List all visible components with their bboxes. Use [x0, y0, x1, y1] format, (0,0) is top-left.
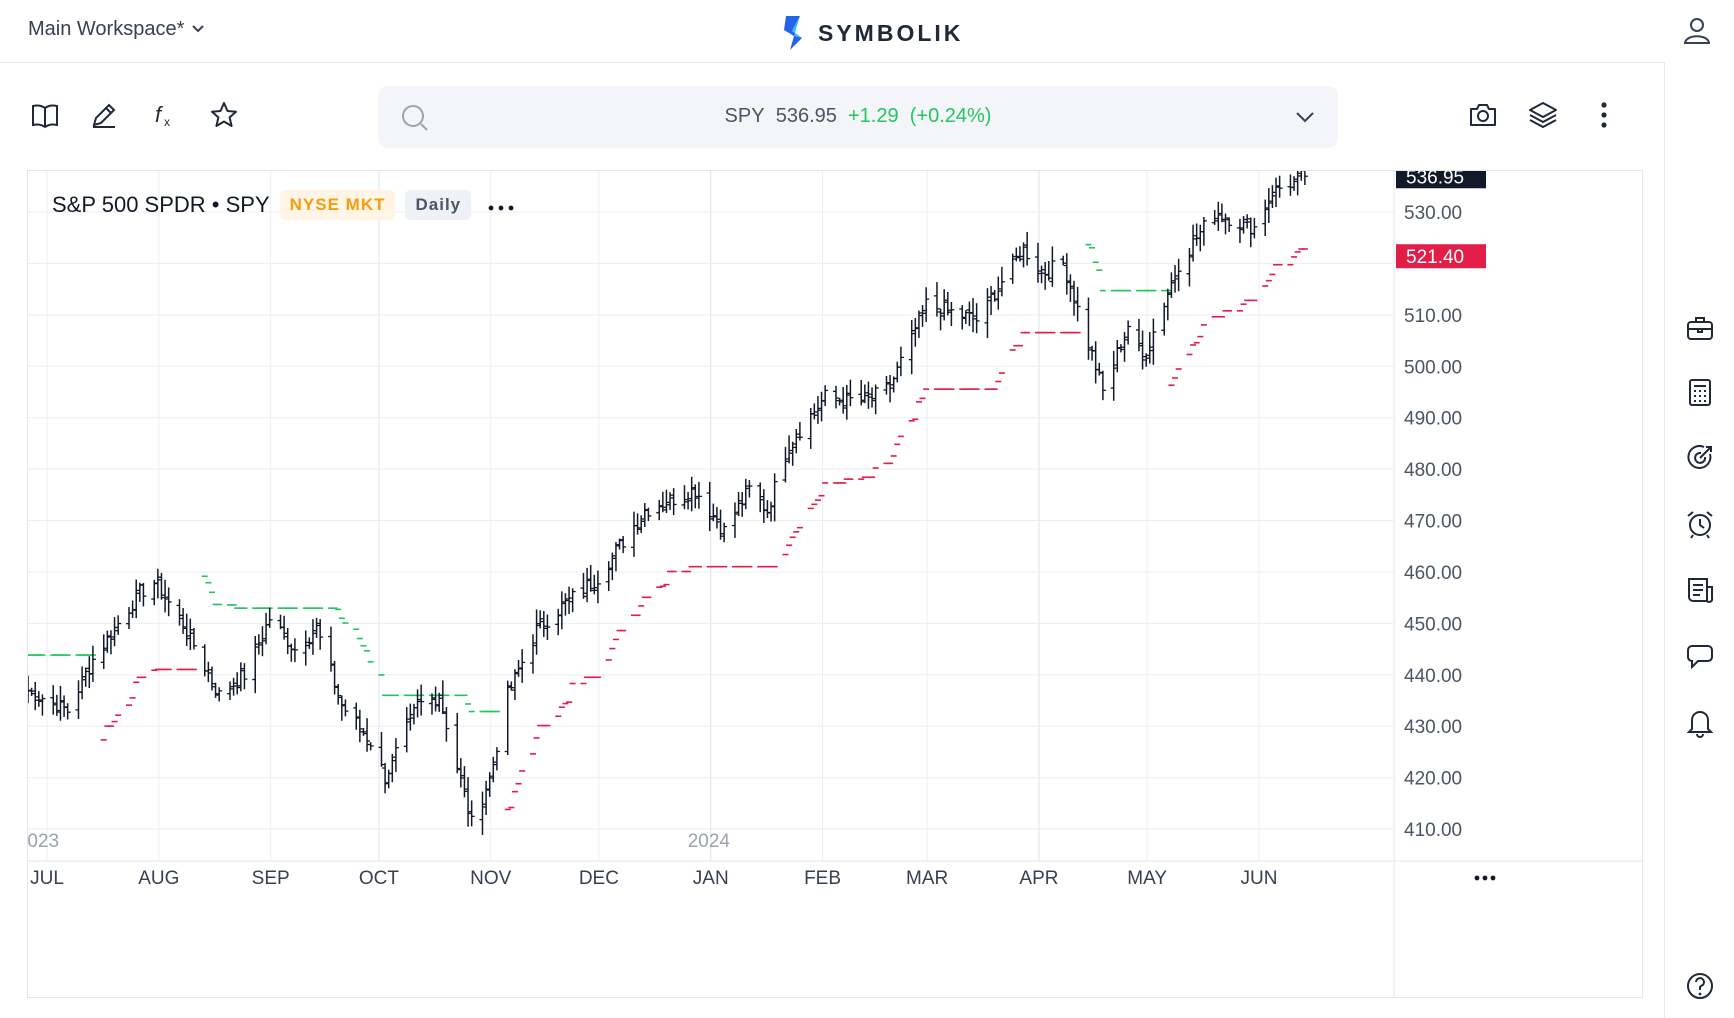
calculator-icon[interactable]: [1684, 376, 1716, 408]
axis-more-icon: [1482, 875, 1488, 881]
last-price-label: 536.95: [1406, 171, 1464, 188]
quote-summary: SPY 536.95 +1.29 (+0.24%): [378, 105, 1338, 128]
x-tick-label: MAY: [1127, 868, 1167, 889]
y-tick-label: 510.00: [1404, 306, 1462, 327]
svg-text:x: x: [164, 115, 170, 129]
search-icon: [400, 103, 430, 138]
x-tick-label: JUL: [30, 868, 64, 889]
alarm-clock-icon[interactable]: [1684, 508, 1716, 540]
x-tick-label: DEC: [579, 868, 619, 889]
quote-change: +1.29: [848, 105, 899, 127]
x-tick-label: AUG: [138, 868, 179, 889]
y-tick-label: 460.00: [1404, 563, 1462, 584]
y-tick-label: 430.00: [1404, 717, 1462, 738]
x-tick-label: FEB: [804, 868, 841, 889]
legend-more-icon[interactable]: [487, 198, 517, 213]
chevron-down-icon[interactable]: [1294, 108, 1316, 131]
quote-price: 536.95: [775, 105, 837, 127]
stop-price-label: 521.40: [1406, 247, 1464, 268]
axis-more-icon: [1474, 875, 1480, 881]
y-tick-label: 530.00: [1404, 203, 1462, 224]
x-tick-label: MAR: [906, 868, 948, 889]
book-icon[interactable]: [29, 99, 61, 131]
symbolik-logo-icon: [784, 16, 802, 50]
star-icon[interactable]: [208, 99, 240, 131]
y-tick-label: 490.00: [1404, 409, 1462, 430]
top-bar: Main Workspace* SYMBOLIK: [0, 0, 1734, 63]
y-tick-label: 480.00: [1404, 460, 1462, 481]
exchange-badge: NYSE MKT: [279, 190, 396, 220]
layers-icon[interactable]: [1527, 99, 1559, 131]
quote-symbol: SPY: [724, 105, 765, 127]
workspace-label: Main Workspace*: [28, 18, 185, 40]
y-tick-label: 450.00: [1404, 614, 1462, 635]
help-icon[interactable]: [1684, 970, 1716, 1002]
chart-legend: S&P 500 SPDR • SPY NYSE MKT Daily: [52, 190, 517, 220]
chevron-down-icon: [190, 18, 206, 41]
y-tick-label: 420.00: [1404, 769, 1462, 790]
x-tick-label: OCT: [359, 868, 400, 889]
y-tick-label: 470.00: [1404, 512, 1462, 533]
target-icon[interactable]: [1684, 442, 1716, 474]
year-label: 2024: [688, 831, 731, 852]
x-tick-label: JUN: [1241, 868, 1278, 889]
symbol-search-bar[interactable]: SPY 536.95 +1.29 (+0.24%): [378, 86, 1338, 148]
right-sidebar: [1664, 62, 1734, 1018]
price-chart[interactable]: JUL AUG SEP OCT NOV DEC JAN FEB MAR APR MAY JUN 530.…: [17, 157, 1642, 997]
brand-logo: SYMBOLIK: [782, 14, 963, 52]
svg-text:f: f: [155, 102, 164, 127]
brand-name: SYMBOLIK: [818, 19, 964, 46]
x-tick-label: NOV: [470, 868, 512, 889]
workspace-selector[interactable]: Main Workspace*: [28, 18, 206, 41]
user-icon[interactable]: [1682, 15, 1712, 50]
axis-more-icon: [1490, 875, 1496, 881]
stop-price-tag: [1396, 244, 1486, 269]
x-tick-label: SEP: [252, 868, 290, 889]
more-vertical-icon[interactable]: [1588, 99, 1620, 131]
news-icon[interactable]: [1684, 574, 1716, 606]
pencil-icon[interactable]: [88, 99, 120, 131]
x-tick-label: JAN: [693, 868, 729, 889]
x-tick-label: APR: [1019, 868, 1058, 889]
quote-change-pct: (+0.24%): [909, 105, 992, 127]
bell-icon[interactable]: [1684, 706, 1716, 738]
camera-icon[interactable]: [1467, 99, 1499, 131]
briefcase-icon[interactable]: [1684, 312, 1716, 344]
instrument-name: S&P 500 SPDR • SPY: [52, 192, 270, 217]
chart-panel[interactable]: JUL AUG SEP OCT NOV DEC JAN FEB MAR APR MAY JUN 530.…: [17, 157, 1643, 998]
y-tick-label: 440.00: [1404, 666, 1462, 687]
year-label: 2023: [28, 831, 59, 852]
chat-icon[interactable]: [1684, 640, 1716, 672]
timeframe-badge[interactable]: Daily: [405, 190, 472, 220]
y-tick-label: 410.00: [1404, 820, 1462, 841]
y-tick-label: 500.00: [1404, 357, 1462, 378]
